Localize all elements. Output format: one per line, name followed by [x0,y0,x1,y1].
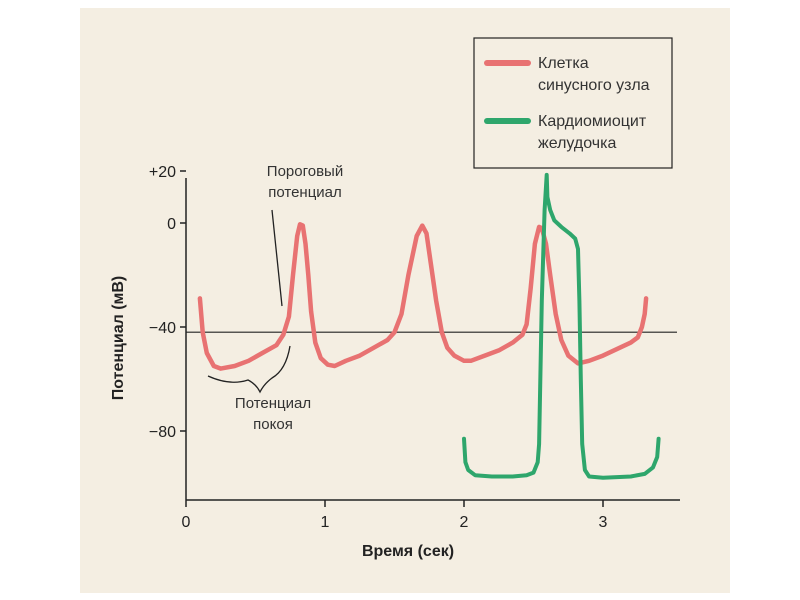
x-tick-label: 3 [599,514,608,531]
threshold-pointer [271,209,283,307]
series-line-sinus-node [197,222,649,371]
x-tick-label: 2 [460,514,469,531]
threshold-label-line1: Пороговый [267,163,343,180]
y-tick-label: −80 [149,424,176,441]
legend-label-sinus-node-line2: синусного узла [538,77,650,94]
legend-label-ventricular-line1: Кардиомиоцит [538,113,647,130]
legend: Клетка синусного узла Кардиомиоцит желуд… [473,37,673,169]
series-line-ventricular [462,172,661,480]
rest-label-line2: покоя [253,416,293,433]
legend-label-sinus-node-line1: Клетка [538,55,589,72]
legend-box [473,37,673,169]
y-tick-label: 0 [167,216,176,233]
series-group [197,172,661,480]
rest-bracket [207,345,291,394]
x-tick-label: 0 [182,514,191,531]
y-ticks: +20 0 −40 −80 [149,164,186,441]
x-ticks: 0 1 2 3 [182,500,608,531]
legend-label-ventricular-line2: желудочка [538,135,616,152]
y-tick-label: −40 [149,320,176,337]
x-axis-title: Время (сек) [362,543,454,560]
y-tick-label: +20 [149,164,176,181]
y-axis-title: Потенциал (мВ) [110,276,127,401]
rest-label-line1: Потенциал [235,395,311,412]
chart-page: +20 0 −40 −80 0 1 2 3 Потенциал (мВ) Время (се… [80,8,730,593]
action-potential-chart: +20 0 −40 −80 0 1 2 3 Потенциал (мВ) Время (се… [110,37,680,560]
x-tick-label: 1 [321,514,330,531]
threshold-label-line2: потенциал [268,184,342,201]
